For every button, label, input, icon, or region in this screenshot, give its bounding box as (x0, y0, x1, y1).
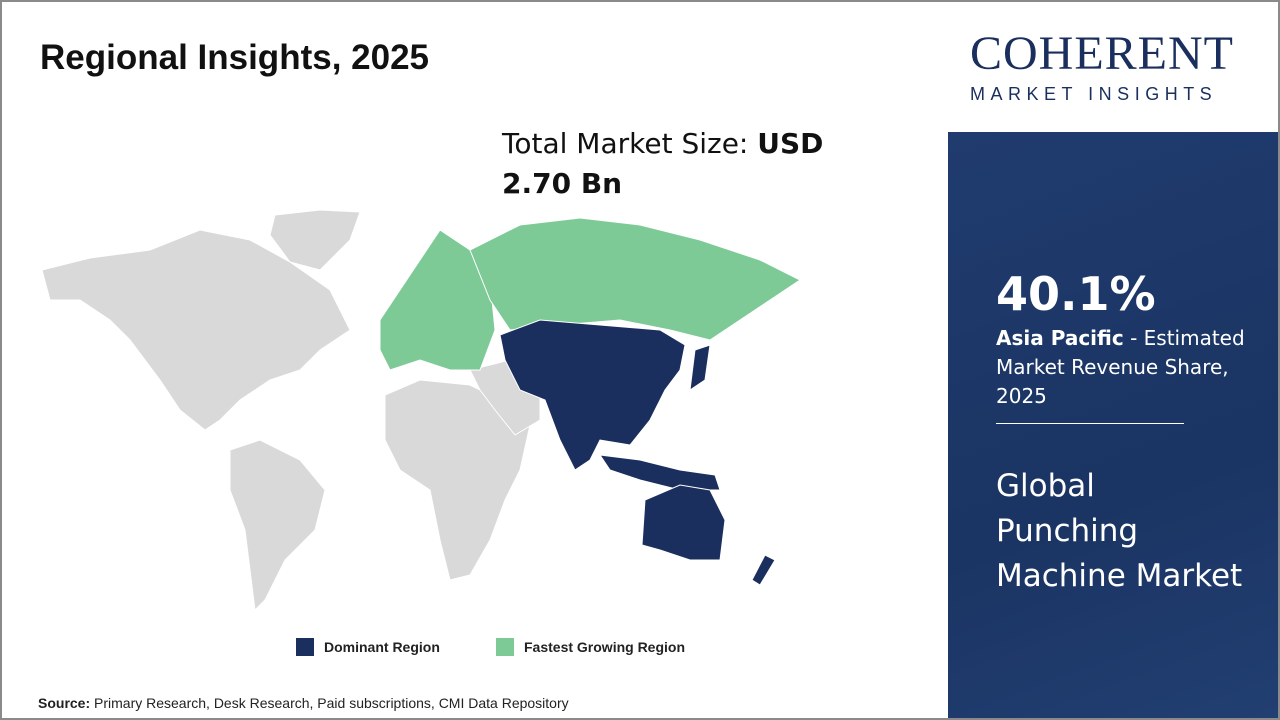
map-new-zealand (751, 554, 776, 586)
map-greenland (269, 210, 361, 271)
page-title: Regional Insights, 2025 (40, 38, 429, 77)
total-market-value: USD 2.70 Bn (502, 127, 824, 200)
source-note: Source: Primary Research, Desk Research,… (38, 694, 569, 712)
market-name: Global Punching Machine Market (996, 468, 1243, 594)
source-label: Source: (38, 695, 91, 711)
map-north-america (41, 229, 351, 431)
legend-swatch-fastest (496, 638, 514, 656)
region-name: Asia Pacific (996, 326, 1124, 350)
map-russia (469, 217, 801, 341)
map-australia (641, 484, 726, 561)
legend-fastest: Fastest Growing Region (496, 638, 685, 656)
legend-dominant: Dominant Region (296, 638, 440, 656)
logo-name: COHERENT (970, 27, 1234, 80)
divider (996, 423, 1184, 424)
legend-swatch-dominant (296, 638, 314, 656)
legend-label: Dominant Region (324, 639, 440, 655)
world-map (41, 210, 801, 612)
map-asia (499, 319, 686, 471)
total-market-label: Total Market Size: (502, 127, 758, 160)
source-text: Primary Research, Desk Research, Paid su… (90, 695, 569, 711)
legend-label: Fastest Growing Region (524, 639, 686, 655)
company-logo: COHERENT MARKET INSIGHTS (948, 2, 1278, 132)
share-description: Asia Pacific - Estimated Market Revenue … (996, 324, 1246, 411)
map-europe (379, 229, 496, 371)
total-market-size: Total Market Size: USD 2.70 Bn (502, 124, 902, 204)
logo-tagline: MARKET INSIGHTS (970, 84, 1218, 104)
share-text: - Estimated Market Revenue Share, 2025 (996, 326, 1245, 408)
map-south-america (229, 439, 326, 612)
highlight-panel: 40.1% Asia Pacific - Estimated Market Re… (948, 132, 1278, 718)
share-percent: 40.1% (996, 267, 1156, 321)
map-japan (689, 344, 711, 392)
map-southeast-asia (598, 454, 721, 491)
